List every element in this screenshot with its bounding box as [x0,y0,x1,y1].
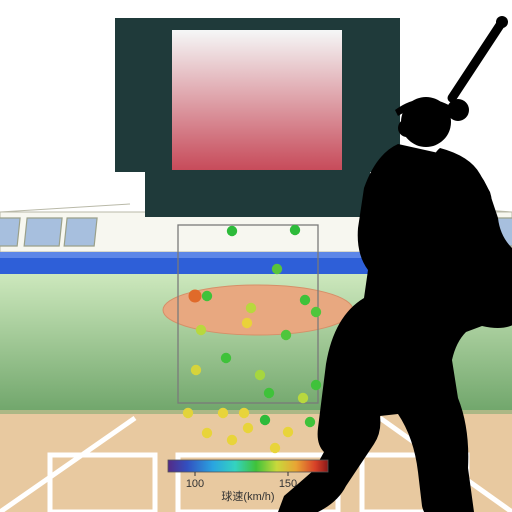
pitch-point [264,388,274,398]
pitch-point [281,330,291,340]
pitch-point [191,365,201,375]
colorbar-tick-label: 100 [186,478,204,490]
pitch-point [298,393,308,403]
batter-hands [447,99,469,121]
pitch-point [196,325,206,335]
deck-window [0,218,20,246]
pitch-point [183,408,193,418]
pitch-point [311,307,321,317]
scoreboard-screen [172,30,342,170]
deck-window [64,218,97,246]
pitch-point [311,380,321,390]
pitch-point [290,225,300,235]
pitch-point [227,226,237,236]
colorbar-title: 球速(km/h) [221,489,274,503]
scoreboard-base [145,172,370,217]
pitch-point [242,318,252,328]
pitch-point [305,417,315,427]
pitch-point [189,290,202,303]
pitch-point [283,427,293,437]
pitch-point [272,264,282,274]
helmet-earflap [398,119,416,137]
bat-knob [496,16,508,28]
deck-window [24,218,62,246]
pitch-point [270,443,280,453]
pitch-point [260,415,270,425]
pitch-point [221,353,231,363]
colorbar-tick-label: 150 [279,478,297,490]
pitch-point [202,291,212,301]
pitch-point [243,423,253,433]
velocity-colorbar [168,460,328,472]
pitch-point [227,435,237,445]
pitch-location-chart: 100 150 球速(km/h) [0,0,512,512]
pitch-point [300,295,310,305]
pitch-point [255,370,265,380]
pitch-point [246,303,256,313]
pitch-point [202,428,212,438]
pitch-point [239,408,249,418]
pitch-point [218,408,228,418]
